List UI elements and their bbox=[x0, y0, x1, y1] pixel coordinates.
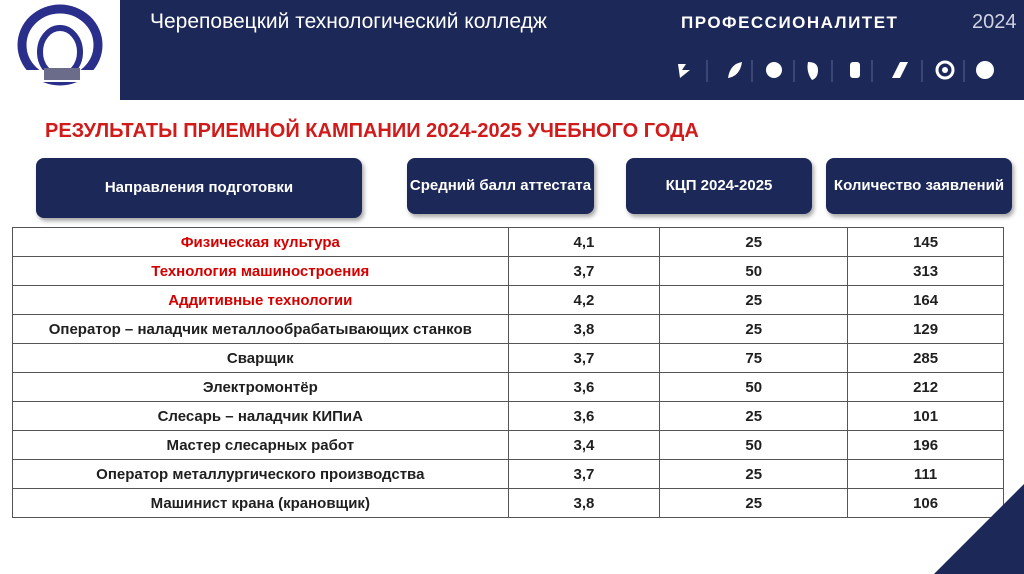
corner-decoration bbox=[934, 484, 1024, 574]
program-name: Слесарь – наладчик КИПиА bbox=[12, 401, 509, 431]
program-name: Аддитивные технологии bbox=[12, 285, 509, 315]
program-name: Электромонтёр bbox=[12, 372, 509, 402]
cell-value: 313 bbox=[847, 256, 1004, 286]
cell-value: 3,7 bbox=[507, 459, 661, 489]
cell-value: 3,6 bbox=[507, 401, 661, 431]
header-bar: Череповецкий технологический колледж ПРО… bbox=[0, 0, 1024, 100]
column-header: Направления подготовки bbox=[36, 158, 362, 218]
cell-value: 50 bbox=[659, 256, 849, 286]
table-row: Оператор металлургического производства 3… bbox=[12, 459, 1004, 489]
cell-value: 3,6 bbox=[507, 372, 661, 402]
cell-value: 145 bbox=[847, 227, 1004, 257]
table-row: Сварщик 3,7 75 285 bbox=[12, 343, 1004, 373]
cell-value: 196 bbox=[847, 430, 1004, 460]
cell-value: 3,7 bbox=[507, 343, 661, 373]
cell-value: 101 bbox=[847, 401, 1004, 431]
logo bbox=[0, 0, 120, 100]
program-name: Машинист крана (крановщик) bbox=[12, 488, 509, 518]
results-table: Физическая культура 4,1 25 145 Технология ма… bbox=[12, 227, 1004, 518]
college-name: Череповецкий технологический колледж bbox=[150, 10, 547, 33]
cell-value: 3,4 bbox=[507, 430, 661, 460]
column-header: Средний балл аттестата bbox=[407, 158, 594, 214]
cell-value: 25 bbox=[659, 227, 849, 257]
program-name: Технология машиностроения bbox=[12, 256, 509, 286]
icons bbox=[678, 60, 994, 82]
cell-value: 25 bbox=[659, 401, 849, 431]
table-row: Слесарь – наладчик КИПиА 3,6 25 101 bbox=[12, 401, 1004, 431]
cell-value: 25 bbox=[659, 285, 849, 315]
logo-mark bbox=[10, 4, 110, 86]
cell-value: 3,8 bbox=[507, 314, 661, 344]
table-row: Машинист крана (крановщик) 3,8 25 106 bbox=[12, 488, 1004, 518]
cell-value: 4,2 bbox=[507, 285, 661, 315]
table-row: Технология машиностроения 3,7 50 313 bbox=[12, 256, 1004, 286]
cell-value: 3,7 bbox=[507, 256, 661, 286]
cell-value: 50 bbox=[659, 372, 849, 402]
cell-value: 4,1 bbox=[507, 227, 661, 257]
cell-value: 25 bbox=[659, 488, 849, 518]
program-name: Оператор – наладчик металлообрабатывающи… bbox=[12, 314, 509, 344]
brand-year: 2024 bbox=[972, 11, 1017, 33]
table-row: Физическая культура 4,1 25 145 bbox=[12, 227, 1004, 257]
cell-value: 106 bbox=[847, 488, 1004, 518]
cell-value: 50 bbox=[659, 430, 849, 460]
table-row: Мастер слесарных работ 3,4 50 196 bbox=[12, 430, 1004, 460]
program-name: Сварщик bbox=[12, 343, 509, 373]
heading: РЕЗУЛЬТАТЫ ПРИЕМНОЙ КАМПАНИИ 2024-2025 У… bbox=[45, 120, 699, 142]
table-row: Аддитивные технологии 4,2 25 164 bbox=[12, 285, 1004, 315]
program-name: Оператор металлургического производства bbox=[12, 459, 509, 489]
cell-value: 212 bbox=[847, 372, 1004, 402]
cell-value: 75 bbox=[659, 343, 849, 373]
column-header: КЦП 2024-2025 bbox=[626, 158, 812, 214]
cell-value: 25 bbox=[659, 459, 849, 489]
table-row: Оператор – наладчик металлообрабатывающи… bbox=[12, 314, 1004, 344]
column-header: Количество заявлений bbox=[826, 158, 1012, 214]
cell-value: 3,8 bbox=[507, 488, 661, 518]
table-row: Электромонтёр 3,6 50 212 bbox=[12, 372, 1004, 402]
cell-value: 164 bbox=[847, 285, 1004, 315]
program-name: Физическая культура bbox=[12, 227, 509, 257]
cell-value: 285 bbox=[847, 343, 1004, 373]
program-name: Мастер слесарных работ bbox=[12, 430, 509, 460]
cell-value: 129 bbox=[847, 314, 1004, 344]
cell-value: 25 bbox=[659, 314, 849, 344]
brand: ПРОФЕССИОНАЛИТЕТ bbox=[681, 13, 899, 32]
